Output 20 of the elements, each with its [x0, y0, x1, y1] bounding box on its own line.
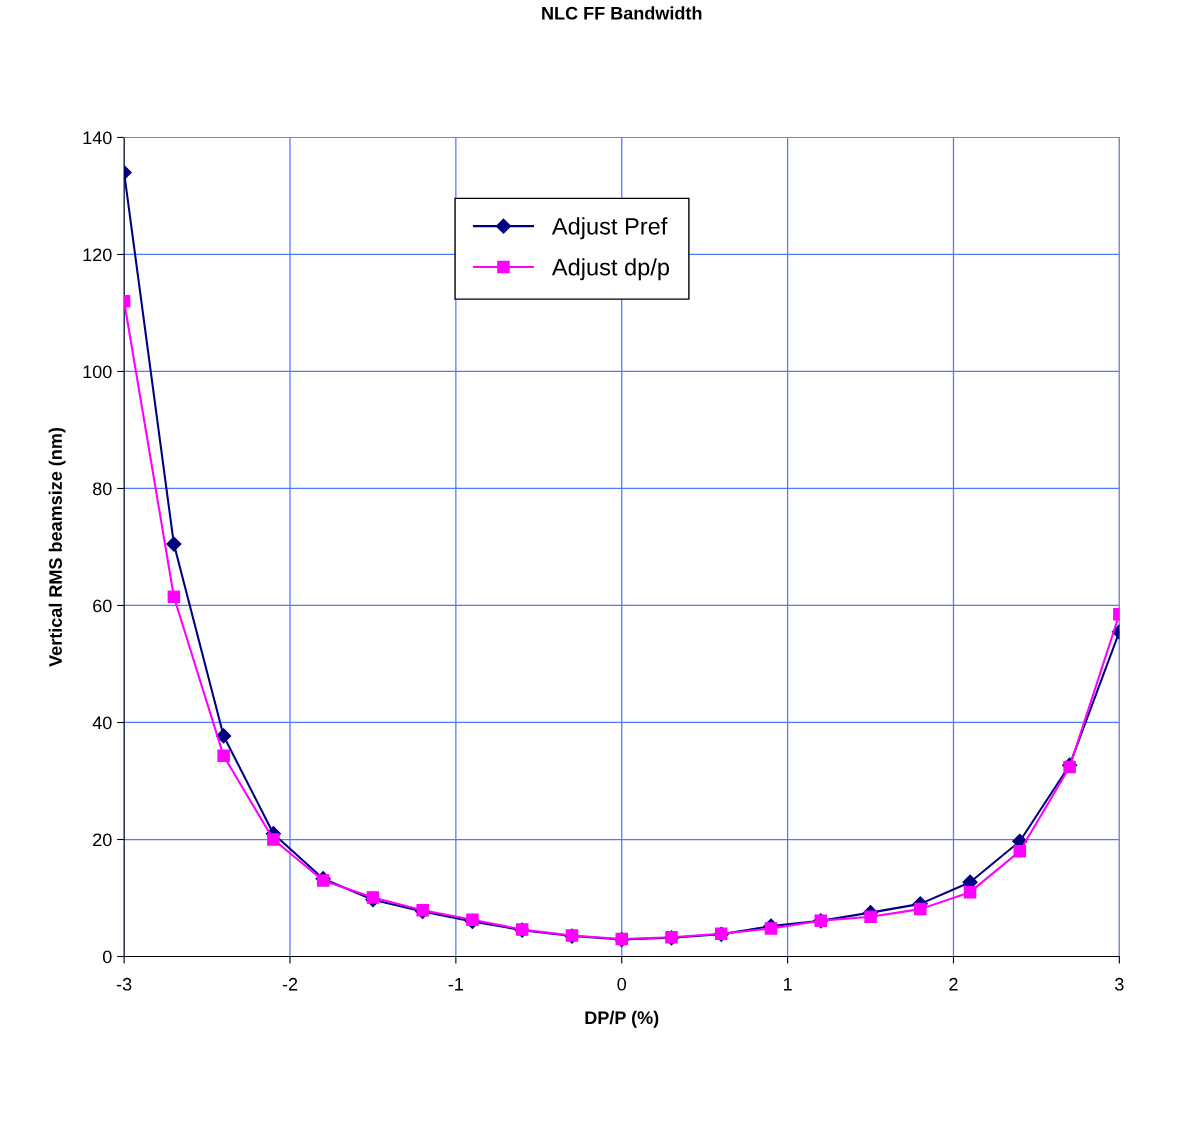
x-axis-title: DP/P (%)	[585, 1010, 659, 1028]
y-tick-label: 140	[83, 131, 112, 145]
y-tick-label: 80	[93, 482, 112, 496]
legend-label: Adjust dp/p	[551, 258, 670, 281]
y-tick-label: 100	[83, 365, 112, 379]
y-axis-title: Vertical RMS beamsize (nm)	[48, 427, 66, 667]
x-tick-label: 0	[617, 977, 627, 991]
chart-title: NLC FF Bandwidth	[542, 6, 702, 20]
x-tick-label: 3	[1115, 977, 1124, 991]
y-tick-label: 60	[93, 599, 112, 613]
y-tick-label: 120	[83, 248, 112, 262]
y-tick-label: 0	[102, 950, 112, 964]
y-tick-label: 40	[92, 716, 112, 730]
x-tick-label: -1	[448, 978, 463, 991]
x-tick-label: -2	[282, 977, 298, 991]
x-tick-label: 1	[783, 978, 792, 991]
x-tick-label: 2	[949, 977, 958, 991]
x-tick-label: -3	[116, 977, 132, 991]
y-tick-label: 20	[93, 833, 112, 847]
legend-label: Adjust Pref	[551, 217, 668, 240]
